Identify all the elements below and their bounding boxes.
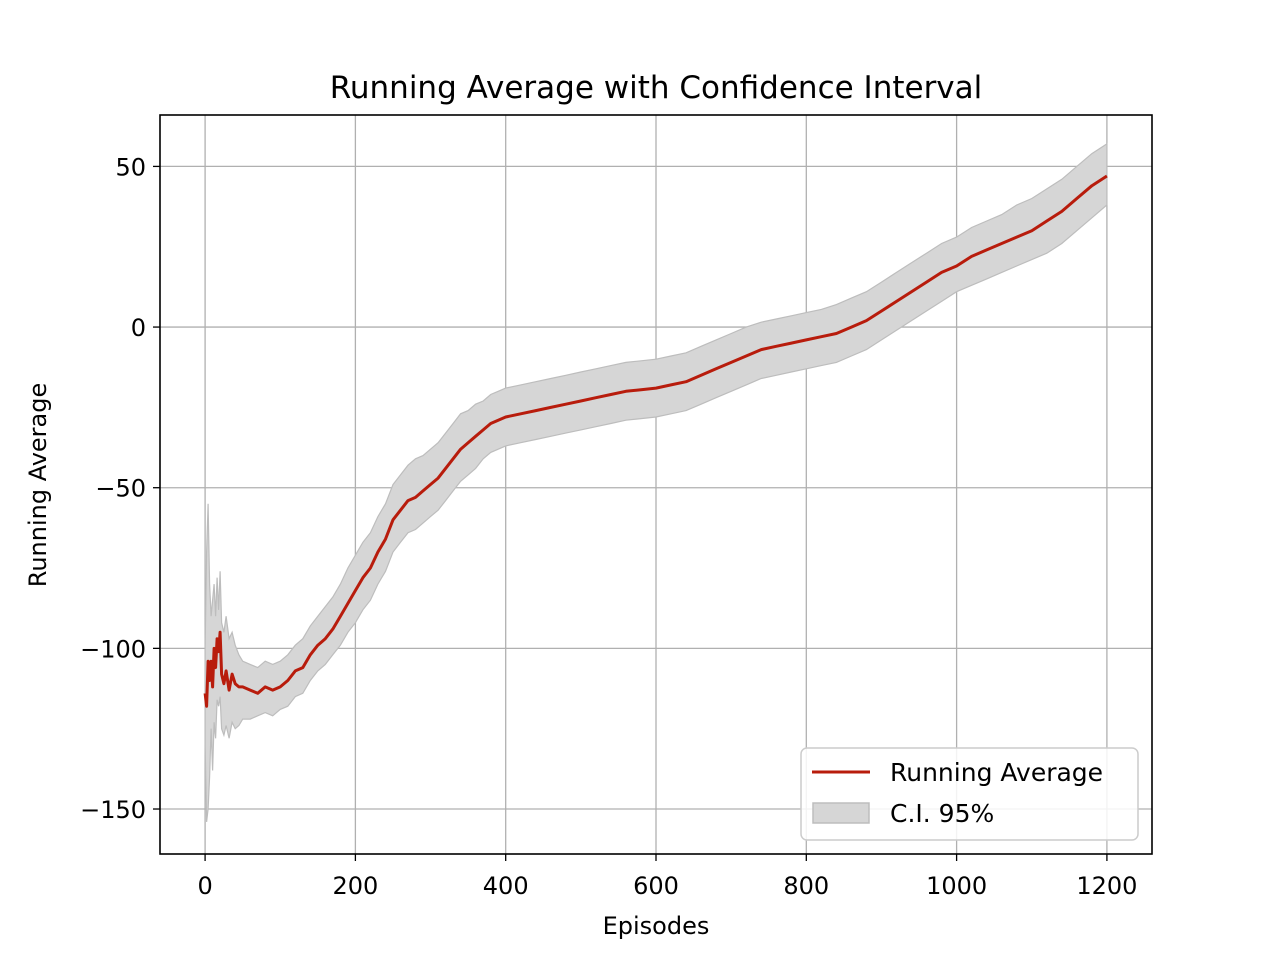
legend-band-swatch	[812, 802, 870, 824]
legend-box	[800, 747, 1139, 841]
y-tick-label: 0	[131, 314, 146, 342]
legend-label-ci: C.I. 95%	[890, 799, 994, 828]
x-axis-label: Episodes	[603, 912, 710, 940]
x-tick-label: 800	[783, 872, 829, 900]
x-tick-label: 1000	[926, 872, 987, 900]
y-tick-label: −50	[95, 475, 146, 503]
legend: Running Average C.I. 95%	[800, 747, 1139, 841]
x-tick-label: 0	[197, 872, 212, 900]
x-axis-ticks: 0 200 400 600 800 1000 1200	[197, 854, 1137, 900]
x-tick-label: 400	[483, 872, 529, 900]
running-average-line-layer	[203, 174, 1108, 708]
x-tick-label: 1200	[1076, 872, 1137, 900]
legend-label-running-average: Running Average	[890, 758, 1103, 787]
y-axis-label: Running Average	[24, 383, 52, 588]
confidence-band	[204, 142, 1108, 822]
y-tick-label: −100	[80, 635, 146, 663]
x-tick-label: 600	[633, 872, 679, 900]
y-tick-label: −150	[80, 796, 146, 824]
confidence-band-layer	[204, 142, 1108, 822]
y-tick-label: 50	[115, 153, 146, 181]
chart-title: Running Average with Confidence Interval	[330, 70, 983, 106]
running-average-line	[203, 174, 1108, 708]
y-axis-ticks: 50 0 −50 −100 −150	[80, 153, 160, 824]
x-tick-label: 200	[332, 872, 378, 900]
grid-lines	[160, 115, 1152, 854]
